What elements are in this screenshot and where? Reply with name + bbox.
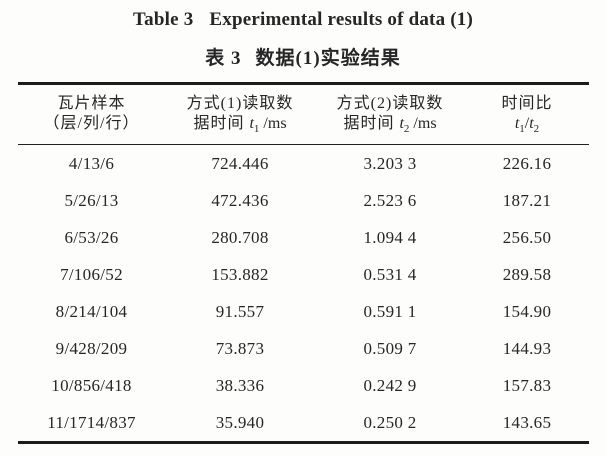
method1-line2-prefix: 据时间: [193, 115, 245, 132]
method2-line2-prefix: 据时间: [343, 115, 395, 132]
cell-t2: 0.509 7: [363, 338, 417, 358]
t1-symbol: t1: [249, 115, 260, 136]
cell-sample: 5/26/13: [64, 190, 119, 210]
table-row: 4/13/6 724.446 3.203 3 226.16: [18, 145, 589, 183]
cell-ratio: 256.50: [502, 227, 552, 247]
cell-sample: 11/1714/837: [47, 412, 136, 432]
cell-sample: 7/106/52: [60, 264, 123, 284]
cell-t1: 38.336: [215, 375, 265, 395]
cell-t2: 1.094 4: [363, 227, 417, 247]
table-title-english: Table 3 Experimental results of data (1): [0, 9, 606, 31]
col-header-method2-line1: 方式(2)读取数: [336, 95, 444, 112]
col-header-method2-time: 方式(2)读取数 据时间 t2/ms: [315, 83, 465, 145]
col-header-time-ratio: 时间比 t1/t2: [465, 83, 589, 145]
col-header-ratio-line1: 时间比: [501, 95, 553, 112]
cell-ratio: 157.83: [502, 375, 552, 395]
table-row: 9/428/209 73.873 0.509 7 144.93: [18, 330, 589, 367]
table-row: 5/26/13 472.436 2.523 6 187.21: [18, 182, 589, 219]
cell-sample: 9/428/209: [55, 338, 128, 358]
cell-t1: 73.873: [215, 338, 265, 358]
cell-ratio: 289.58: [502, 264, 552, 284]
table-row: 11/1714/837 35.940 0.250 2 143.65: [18, 404, 589, 443]
col-header-method1-line1: 方式(1)读取数: [186, 95, 294, 112]
cell-ratio: 226.16: [502, 153, 552, 173]
col-header-tile-sample-line2: （层/列/行）: [43, 115, 140, 132]
cell-ratio: 144.93: [502, 338, 552, 358]
cell-t2: 0.242 9: [363, 375, 417, 395]
table-row: 8/214/104 91.557 0.591 1 154.90: [18, 293, 589, 330]
t1-over-t2-symbol: t1/t2: [514, 115, 540, 136]
ratio-slash: /: [524, 115, 530, 132]
cell-ratio: 187.21: [502, 190, 552, 210]
table-body: 4/13/6 724.446 3.203 3 226.16 5/26/13 47…: [18, 145, 589, 443]
table-row: 6/53/26 280.708 1.094 4 256.50: [18, 219, 589, 256]
cell-sample: 6/53/26: [64, 227, 119, 247]
table-caption-zh: 数据(1)实验结果: [255, 48, 401, 69]
col-header-method2-line2: 据时间 t2/ms: [315, 114, 465, 136]
table-row: 10/856/418 38.336 0.242 9 157.83: [18, 367, 589, 404]
cell-t1: 35.940: [215, 412, 265, 432]
cell-t1: 280.708: [211, 227, 269, 247]
col-header-tile-sample: 瓦片样本 （层/列/行）: [18, 83, 165, 145]
cell-ratio: 154.90: [502, 301, 552, 321]
col-header-method1-time: 方式(1)读取数 据时间 t1/ms: [165, 83, 315, 145]
col-header-method1-line2: 据时间 t1/ms: [165, 114, 315, 136]
cell-t1: 472.436: [211, 190, 269, 210]
cell-t2: 3.203 3: [363, 153, 417, 173]
table-header: 瓦片样本 （层/列/行） 方式(1)读取数 据时间 t1/ms 方式(2)读取数…: [18, 83, 589, 145]
cell-t2: 0.531 4: [363, 264, 417, 284]
col-header-tile-sample-line1: 瓦片样本: [57, 95, 126, 112]
cell-t2: 0.250 2: [363, 412, 417, 432]
ms-unit: /ms: [263, 115, 287, 132]
cell-t2: 2.523 6: [363, 190, 417, 210]
cell-sample: 10/856/418: [51, 375, 132, 395]
cell-ratio: 143.65: [502, 412, 552, 432]
table-title-chinese: 表 3 数据(1)实验结果: [0, 43, 606, 70]
header-row: 瓦片样本 （层/列/行） 方式(1)读取数 据时间 t1/ms 方式(2)读取数…: [18, 83, 589, 145]
cell-t1: 153.882: [211, 264, 269, 284]
cell-t1: 91.557: [215, 301, 265, 321]
table-number-zh: 表 3: [205, 48, 242, 69]
cell-t1: 724.446: [211, 153, 269, 173]
table-row: 7/106/52 153.882 0.531 4 289.58: [18, 256, 589, 293]
table-number-en: Table 3: [133, 9, 194, 30]
ms-unit: /ms: [413, 115, 437, 132]
cell-t2: 0.591 1: [363, 301, 417, 321]
cell-sample: 8/214/104: [55, 301, 128, 321]
t2-symbol: t2: [399, 115, 410, 136]
table-caption-en: Experimental results of data (1): [209, 9, 473, 30]
results-table: 瓦片样本 （层/列/行） 方式(1)读取数 据时间 t1/ms 方式(2)读取数…: [18, 82, 589, 444]
cell-sample: 4/13/6: [68, 153, 115, 173]
